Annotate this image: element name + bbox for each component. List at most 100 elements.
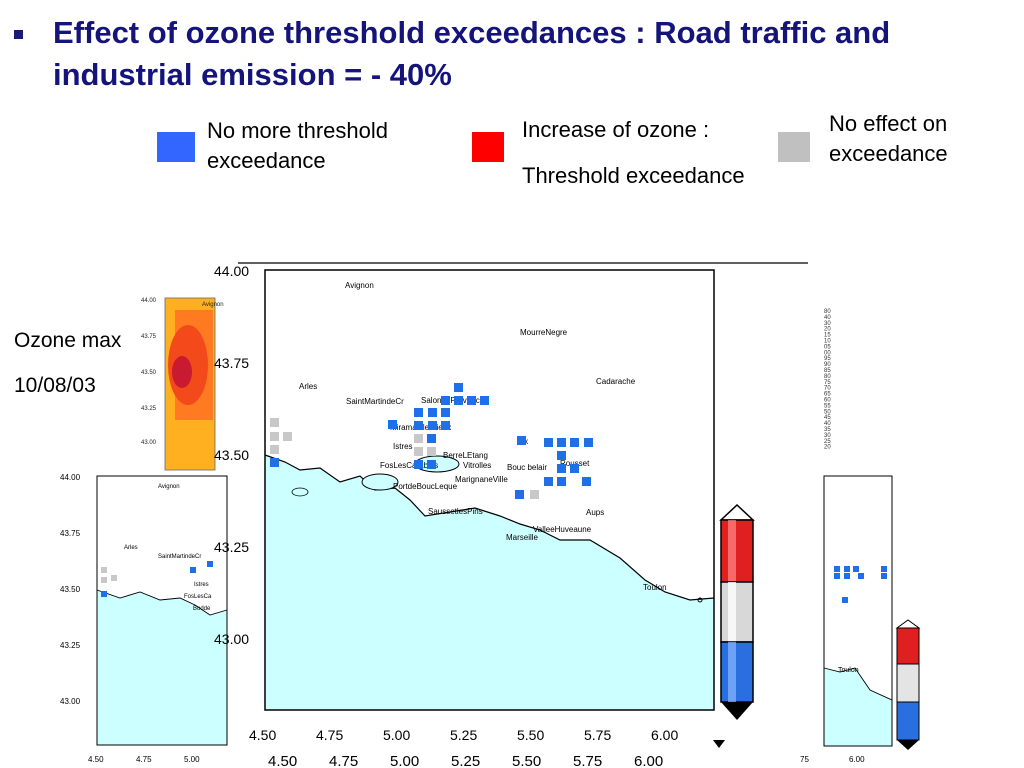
- back-lon-tick-1: 4.75: [329, 753, 358, 768]
- legend-label-grey-2: exceedance: [829, 141, 948, 166]
- place-vitrolles: Vitrolles: [463, 461, 491, 470]
- lon-tick-5: 5.75: [584, 727, 611, 743]
- place-arles: Arles: [299, 382, 317, 391]
- legend-swatch-grey: [778, 132, 810, 162]
- left-place-istres: Istres: [194, 582, 209, 588]
- place-aups: Aups: [586, 508, 604, 517]
- scale-label-5: 10: [824, 339, 831, 345]
- scale-label-4: 15: [824, 333, 831, 339]
- small-lat-4325: 43.25: [141, 406, 157, 412]
- place-toulon: Toulon: [643, 583, 667, 592]
- scale-label-7: 00: [824, 350, 831, 356]
- station-marker: [270, 458, 279, 467]
- station-marker: [454, 383, 463, 392]
- scale-label-10: 85: [824, 368, 831, 374]
- scale-label-21: 30: [824, 433, 831, 439]
- left-lon-475: 4.75: [136, 755, 152, 764]
- left-place-arles: Arles: [124, 545, 138, 551]
- station-marker: [557, 451, 566, 460]
- back-lon-tick-3: 5.25: [451, 753, 480, 768]
- right-place-toulon: Toulon: [838, 667, 859, 674]
- scale-label-12: 75: [824, 380, 831, 386]
- lon-tick-2: 5.00: [383, 727, 410, 743]
- back-lon-tick-5: 5.75: [573, 753, 602, 768]
- station-marker: [283, 432, 292, 441]
- station-marker: [544, 477, 553, 486]
- station-marker: [441, 408, 450, 417]
- station-marker: [441, 421, 450, 430]
- lon-tick-0: 4.50: [249, 727, 276, 743]
- station-marker: [557, 477, 566, 486]
- small-lat-435: 43.50: [141, 370, 157, 376]
- legend-label-red-1: Increase of ozone :: [522, 117, 710, 142]
- place-fos: FosLesCarabins: [380, 461, 438, 470]
- place-mourrenegre: MourreNegre: [520, 328, 568, 337]
- back-lon-tick-0: 4.50: [268, 753, 297, 768]
- legend-label-grey-1: No effect on: [829, 111, 948, 136]
- place-marignane: MarignaneVille: [455, 475, 508, 484]
- legend-swatch-red: [472, 132, 504, 162]
- left-place-avignon: Avignon: [158, 484, 180, 490]
- scale-label-2: 30: [824, 321, 831, 327]
- exceedance-gauge: [713, 503, 755, 748]
- scale-label-19: 40: [824, 421, 831, 427]
- station-marker: [414, 447, 423, 456]
- scale-label-14: 65: [824, 392, 831, 398]
- station-marker: [428, 421, 437, 430]
- scale-label-20: 35: [824, 427, 831, 433]
- scale-label-1: 40: [824, 315, 831, 321]
- lat-tick-4350: 43.50: [214, 447, 249, 463]
- lon-tick-3: 5.25: [450, 727, 477, 743]
- lat-tick-4325: 43.25: [214, 539, 249, 555]
- place-cadarache: Cadarache: [596, 377, 636, 386]
- right-map: Toulon 75 6.00: [800, 475, 921, 764]
- place-rousset: Rousset: [560, 459, 590, 468]
- title-bullet: [14, 30, 23, 39]
- left-place-fos: FosLesCa: [184, 594, 212, 600]
- scale-label-3: 20: [824, 327, 831, 333]
- place-berre: BerreLEtang: [443, 451, 488, 460]
- station-marker: [428, 408, 437, 417]
- color-scale-labels: 8040302015100500959085807570656055504540…: [824, 309, 831, 451]
- station-marker: [557, 464, 566, 473]
- legend-label-blue-2: exceedance: [207, 148, 326, 173]
- station-marker: [441, 396, 450, 405]
- back-lon-tick-4: 5.50: [512, 753, 541, 768]
- slide-title: Effect of ozone threshold exceedances : …: [53, 15, 891, 92]
- station-marker: [427, 447, 436, 456]
- left-lat-4325: 43.25: [60, 641, 81, 650]
- scale-label-22: 25: [824, 439, 831, 445]
- place-salon: SalondeProvence: [421, 396, 485, 405]
- small-lat-4375: 43.75: [141, 334, 157, 340]
- lon-tick-1: 4.75: [316, 727, 343, 743]
- scale-label-11: 80: [824, 374, 831, 380]
- left-lat-43: 43.00: [60, 697, 81, 706]
- station-marker: [517, 436, 526, 445]
- small-lat-43: 43.00: [141, 440, 157, 446]
- ozone-max-label: Ozone max: [14, 329, 122, 352]
- scale-label-16: 55: [824, 403, 831, 409]
- station-marker: [388, 420, 397, 429]
- station-marker: [427, 434, 436, 443]
- station-marker: [544, 438, 553, 447]
- date-label: 10/08/03: [14, 374, 96, 397]
- station-marker: [454, 396, 463, 405]
- station-marker: [480, 396, 489, 405]
- place-vallee: ValleeHuveaune: [533, 525, 592, 534]
- station-marker: [427, 460, 436, 469]
- scale-label-23: 20: [824, 445, 831, 451]
- right-lon-600: 6.00: [849, 755, 865, 764]
- left-lat-4375: 43.75: [60, 529, 81, 538]
- station-marker: [414, 421, 423, 430]
- scale-label-8: 95: [824, 356, 831, 362]
- left-place-smc: SaintMartindeCr: [158, 554, 201, 560]
- place-marseille: Marseille: [506, 533, 539, 542]
- scale-label-17: 50: [824, 409, 831, 415]
- back-lon-tick-2: 5.00: [390, 753, 419, 768]
- station-marker: [584, 438, 593, 447]
- scale-label-13: 70: [824, 386, 831, 392]
- station-marker: [557, 438, 566, 447]
- place-boucbelair: Bouc belair: [507, 463, 547, 472]
- station-markers: [270, 383, 593, 499]
